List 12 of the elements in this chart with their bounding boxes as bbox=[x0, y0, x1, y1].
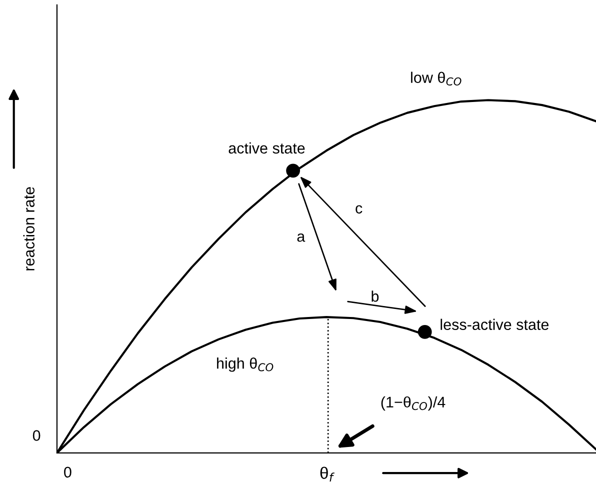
text: 0 bbox=[32, 430, 40, 441]
annotation: less-active state bbox=[440, 318, 549, 330]
x-axis-title: θ$_{f}$ bbox=[320, 466, 334, 482]
annotation: (1−θ$_{CO}$)/4 bbox=[381, 396, 446, 411]
annotation: a bbox=[297, 233, 306, 242]
annotation: active state bbox=[228, 142, 305, 154]
text: 0 bbox=[64, 466, 72, 478]
y-axis-title: reaction rate bbox=[23, 187, 35, 270]
annotation: c bbox=[356, 205, 362, 214]
annotation: b bbox=[372, 290, 379, 302]
annotation: high θ$_{CO}$ bbox=[217, 358, 274, 372]
text: low θ$_{CO}$ bbox=[411, 72, 462, 86]
